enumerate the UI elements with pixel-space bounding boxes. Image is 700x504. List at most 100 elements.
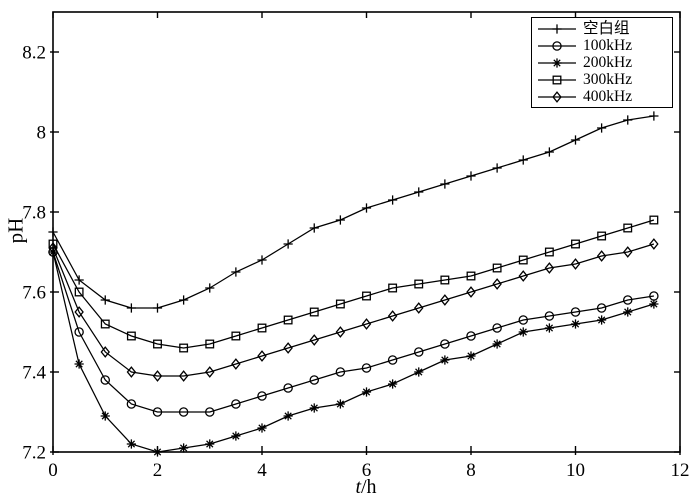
square-marker-icon xyxy=(414,279,424,289)
plus-marker-icon xyxy=(152,303,163,313)
plus-marker-icon xyxy=(440,179,450,189)
diamond-marker-icon xyxy=(466,286,476,298)
diamond-marker-icon xyxy=(74,306,84,318)
plus-marker-icon xyxy=(309,223,319,233)
x-axis-title-symbol: t xyxy=(355,476,361,498)
x-tick-label: 8 xyxy=(466,460,476,481)
asterisk-marker-icon xyxy=(309,403,319,413)
square-marker-icon xyxy=(552,75,562,84)
asterisk-marker-icon xyxy=(126,439,136,449)
legend-item-400kHz: 400kHz xyxy=(536,88,672,105)
diamond-marker-icon xyxy=(623,246,633,258)
asterisk-marker-icon xyxy=(414,367,424,377)
circle-marker-icon xyxy=(204,407,215,417)
plus-marker-icon xyxy=(492,163,502,173)
plus-marker-icon xyxy=(623,115,633,125)
circle-marker-icon xyxy=(552,40,562,51)
circle-marker-icon xyxy=(387,355,398,365)
y-tick-label: 7.6 xyxy=(22,283,46,304)
square-marker-icon xyxy=(309,307,319,317)
asterisk-marker-icon xyxy=(283,411,293,421)
legend-label: 400kHz xyxy=(583,87,633,105)
asterisk-marker-icon xyxy=(552,57,562,68)
circle-marker-icon xyxy=(440,339,450,349)
plus-marker-icon xyxy=(414,187,424,197)
series-400kHz xyxy=(48,238,659,382)
circle-marker-icon xyxy=(283,383,293,393)
circle-marker-icon xyxy=(126,399,137,409)
square-marker-icon xyxy=(518,255,528,265)
plus-marker-icon xyxy=(205,283,215,293)
legend-label: 300kHz xyxy=(583,70,633,88)
asterisk-marker-icon xyxy=(205,439,215,449)
square-marker-icon xyxy=(179,343,189,353)
diamond-marker-icon xyxy=(544,262,555,274)
square-marker-icon xyxy=(283,315,293,325)
diamond-marker-icon xyxy=(492,278,502,290)
legend-marker-sample xyxy=(538,90,576,103)
diamond-marker-icon xyxy=(309,334,319,346)
asterisk-marker-icon xyxy=(231,431,241,441)
plus-marker-icon xyxy=(257,255,267,265)
circle-marker-icon xyxy=(335,367,346,377)
legend-item-300kHz: 300kHz xyxy=(536,71,672,88)
square-marker-icon xyxy=(231,331,241,341)
circle-marker-icon xyxy=(596,303,607,313)
diamond-marker-icon xyxy=(387,310,398,322)
square-marker-icon xyxy=(100,319,110,329)
asterisk-marker-icon xyxy=(466,351,476,361)
diamond-marker-icon xyxy=(48,242,58,254)
legend-marker-sample xyxy=(538,57,576,68)
circle-marker-icon xyxy=(623,295,633,305)
plus-marker-icon xyxy=(597,123,607,133)
diamond-marker-icon xyxy=(361,318,372,330)
diamond-marker-icon xyxy=(440,294,450,306)
square-marker-icon xyxy=(597,231,607,241)
asterisk-marker-icon xyxy=(623,307,633,317)
asterisk-marker-icon xyxy=(388,379,398,389)
square-marker-icon xyxy=(466,271,476,281)
plus-marker-icon xyxy=(126,303,136,313)
x-tick-label: 10 xyxy=(566,460,585,481)
x-tick-label: 6 xyxy=(362,460,372,481)
square-marker-icon xyxy=(492,263,502,273)
asterisk-marker-icon xyxy=(335,399,345,409)
plus-marker-icon xyxy=(335,215,345,225)
diamond-marker-icon xyxy=(152,370,163,382)
square-marker-icon xyxy=(362,291,371,301)
circle-marker-icon xyxy=(309,375,319,385)
square-marker-icon xyxy=(257,323,267,333)
x-tick-label: 0 xyxy=(48,460,58,481)
plus-marker-icon xyxy=(518,155,528,165)
plus-marker-icon xyxy=(231,267,241,277)
series-line xyxy=(52,219,655,349)
asterisk-marker-icon xyxy=(361,387,372,397)
x-axis-title: t/h xyxy=(316,476,416,499)
circle-marker-icon xyxy=(518,315,529,325)
circle-marker-icon xyxy=(152,407,163,417)
diamond-marker-icon xyxy=(178,370,189,382)
y-tick-label: 7.4 xyxy=(22,363,46,384)
asterisk-marker-icon xyxy=(597,315,607,325)
circle-marker-icon xyxy=(178,407,189,417)
diamond-marker-icon xyxy=(100,346,110,358)
plus-marker-icon xyxy=(283,239,293,249)
asterisk-marker-icon xyxy=(492,339,502,349)
asterisk-marker-icon xyxy=(179,443,189,453)
legend-label: 100kHz xyxy=(583,36,633,54)
plus-marker-icon xyxy=(179,295,189,305)
series-line xyxy=(52,115,654,309)
asterisk-marker-icon xyxy=(152,447,163,457)
diamond-marker-icon xyxy=(126,366,137,378)
legend-item-100kHz: 100kHz xyxy=(536,37,672,54)
circle-marker-icon xyxy=(100,375,111,385)
square-marker-icon xyxy=(544,247,554,257)
plus-marker-icon xyxy=(100,295,110,305)
y-axis-title: pH xyxy=(3,217,28,244)
asterisk-marker-icon xyxy=(100,411,110,421)
square-marker-icon xyxy=(48,239,58,249)
asterisk-marker-icon xyxy=(74,359,84,369)
diamond-marker-icon xyxy=(596,250,607,262)
